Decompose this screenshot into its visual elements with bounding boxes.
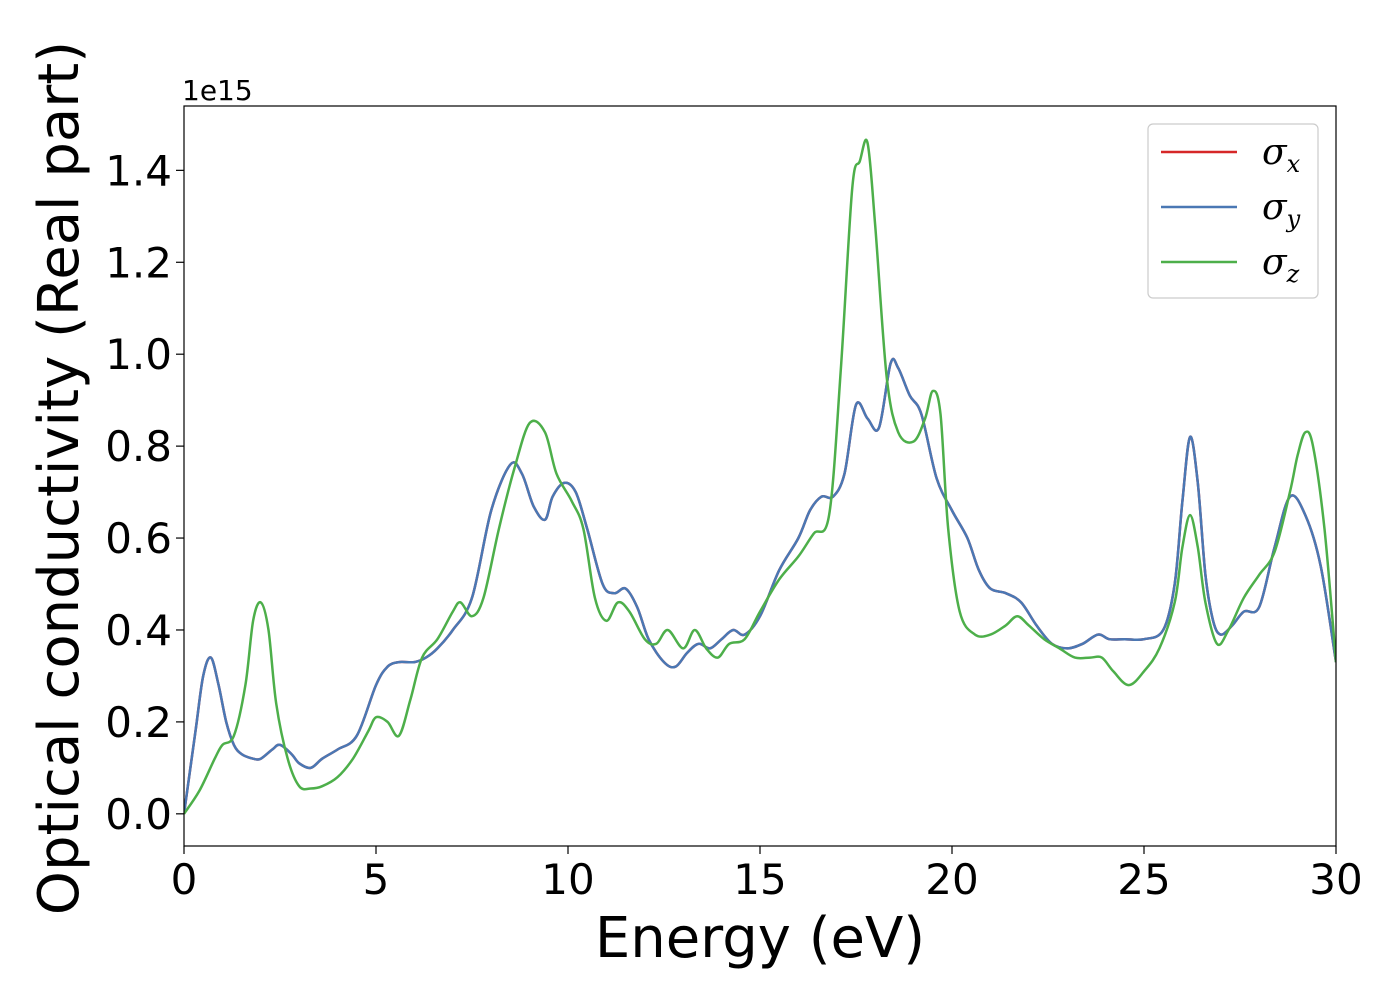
- y-tick-label: 1.2: [105, 238, 172, 287]
- legend-label-y-symbol: σ: [1262, 187, 1288, 228]
- series-layer: [184, 138, 1336, 815]
- series-line-z: [184, 138, 1336, 815]
- y-tick-label: 0.6: [105, 514, 172, 563]
- x-tick-label: 25: [1117, 855, 1170, 904]
- y-tick-label: 0.4: [105, 606, 172, 655]
- legend-label-y: σy: [1262, 187, 1301, 233]
- series-line-x: [184, 357, 1336, 814]
- legend-label-z: σz: [1262, 242, 1300, 288]
- y-tick-label: 0.2: [105, 698, 172, 747]
- plot-frame: [183, 105, 1337, 847]
- x-tick-label: 15: [733, 855, 786, 904]
- legend-label-z-symbol: σ: [1262, 242, 1288, 283]
- legend-label-x: σx: [1262, 132, 1301, 178]
- x-tick-label: 5: [363, 855, 390, 904]
- legend-label-y-subscript: y: [1286, 205, 1301, 233]
- y-tick-label: 0.8: [105, 422, 172, 471]
- ticks-layer: 0 5 10 15 20 25 30 0.0 0.2 0.4 0.6 0.8 1.0 1.2 1.4: [105, 146, 1363, 904]
- y-tick-label: 1.4: [105, 146, 172, 195]
- series-line-y: [184, 357, 1336, 814]
- x-axis-title: Energy (eV): [595, 906, 925, 971]
- x-tick-label: 20: [925, 855, 978, 904]
- legend-label-z-subscript: z: [1286, 260, 1300, 288]
- y-offset-label: 1e15: [182, 74, 253, 107]
- legend-box: [1147, 123, 1319, 299]
- legend: σx σy σz: [1147, 123, 1319, 299]
- legend-label-x-symbol: σ: [1262, 132, 1288, 173]
- y-tick-label: 0.0: [105, 790, 172, 839]
- x-tick-label: 10: [541, 855, 594, 904]
- y-axis-title: Optical conductivity (Real part): [27, 41, 92, 915]
- legend-label-x-subscript: x: [1287, 150, 1301, 178]
- x-tick-label: 30: [1309, 855, 1362, 904]
- x-tick-label: 0: [171, 855, 198, 904]
- y-tick-label: 1.0: [105, 330, 172, 379]
